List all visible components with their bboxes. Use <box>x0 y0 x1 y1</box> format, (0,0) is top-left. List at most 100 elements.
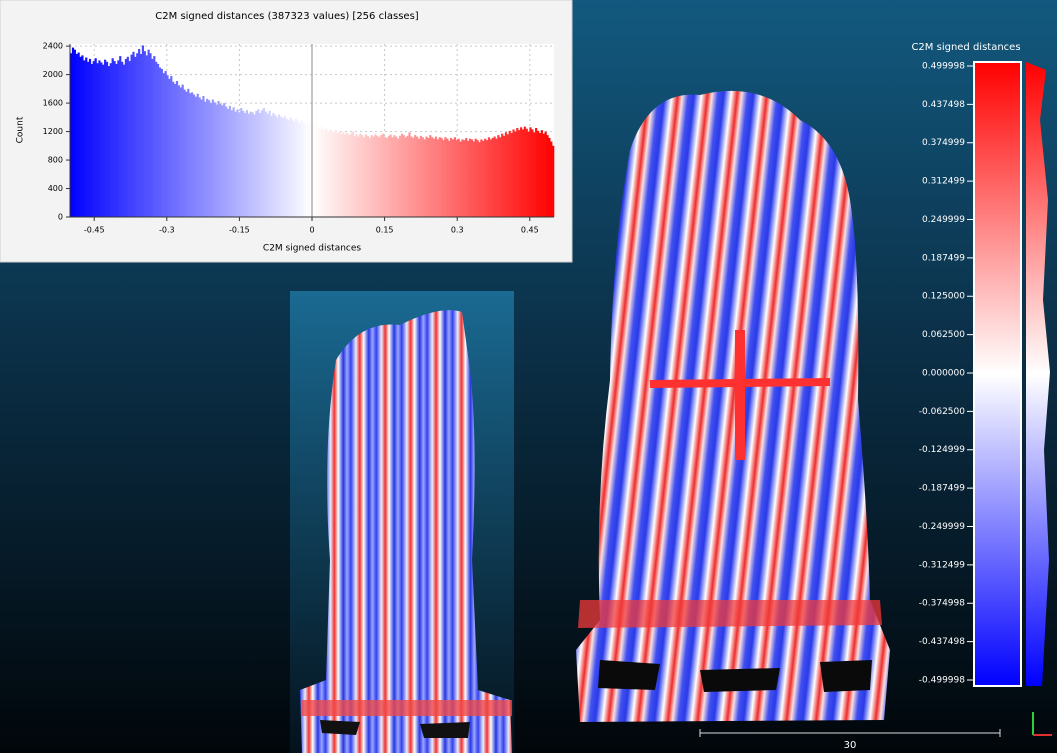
bar <box>497 135 500 217</box>
x-tick-label: -0.15 <box>229 226 250 235</box>
bar <box>100 62 103 218</box>
bar <box>527 131 530 217</box>
x-tick-label: 0.45 <box>521 226 539 235</box>
bar <box>484 138 487 217</box>
point-cloud-right <box>576 90 890 723</box>
bar <box>170 76 173 217</box>
bar <box>260 110 264 217</box>
x-tick-label: 0.15 <box>376 226 394 235</box>
hole <box>320 720 470 738</box>
bar <box>408 132 411 217</box>
bar <box>98 60 101 218</box>
bar <box>83 60 86 218</box>
bar <box>340 133 343 217</box>
bar <box>121 61 124 217</box>
bar <box>433 138 436 217</box>
bar <box>544 131 547 217</box>
bar <box>139 53 143 218</box>
bar <box>319 129 322 217</box>
bar <box>346 132 349 217</box>
scale-tick-label: -0.499998 <box>919 676 965 686</box>
bar <box>389 134 392 217</box>
bar <box>119 56 122 218</box>
bar <box>436 139 439 217</box>
bar <box>423 139 426 217</box>
bar <box>238 112 241 217</box>
bar <box>440 137 443 217</box>
scale-tick-label: 0.062500 <box>922 330 965 340</box>
bar <box>359 133 362 217</box>
bar <box>535 128 538 217</box>
bar <box>70 53 73 217</box>
bar <box>192 94 196 217</box>
bar <box>251 112 254 217</box>
bar <box>366 135 370 217</box>
bar <box>395 136 398 217</box>
bar <box>453 137 456 217</box>
bar <box>134 56 137 217</box>
color-bar <box>973 61 1022 687</box>
bar <box>289 117 292 217</box>
bar <box>191 92 194 217</box>
bar <box>476 140 479 217</box>
bar <box>317 128 320 217</box>
bar <box>329 129 332 217</box>
bar <box>156 63 160 217</box>
bar <box>166 75 169 217</box>
bar <box>349 133 352 217</box>
bar <box>223 103 226 217</box>
scale-tick-label: -0.437498 <box>919 637 965 647</box>
bar <box>508 130 511 217</box>
scale-tick-label: 0.312499 <box>922 177 965 187</box>
bar <box>293 121 296 217</box>
x-tick-label: -0.3 <box>159 226 175 235</box>
bar <box>274 115 277 217</box>
histogram: 0 400 800 1200 1600 2000 2400 -0.45 -0.3 -0.15 0 0.… <box>43 42 555 235</box>
bar <box>380 135 383 217</box>
bar <box>381 133 385 217</box>
bar <box>232 107 235 217</box>
bar <box>215 104 218 217</box>
base-band <box>578 600 882 628</box>
bar <box>281 118 284 217</box>
bar <box>387 135 390 217</box>
bar <box>94 58 97 218</box>
bar <box>109 63 112 217</box>
bar <box>491 137 494 217</box>
y-tick-label: 2400 <box>43 42 63 51</box>
bar <box>117 60 120 218</box>
bar <box>357 136 360 217</box>
y-tick-label: 2000 <box>43 70 63 79</box>
bar <box>540 130 543 217</box>
bar <box>247 113 250 217</box>
bar <box>499 137 502 217</box>
bar <box>196 93 199 217</box>
bar <box>480 139 483 217</box>
bar <box>189 93 192 217</box>
bar <box>259 113 262 217</box>
scale-tick-label: -0.249999 <box>919 522 965 532</box>
bar <box>467 140 470 217</box>
bar <box>149 53 152 217</box>
base-band <box>302 700 512 716</box>
bar <box>279 116 283 217</box>
bar <box>338 131 341 217</box>
bar <box>81 55 84 217</box>
bar <box>88 58 92 217</box>
bar <box>217 100 220 217</box>
bar <box>225 106 228 217</box>
bar <box>431 137 434 217</box>
bar <box>296 120 300 217</box>
bar <box>130 54 133 217</box>
scale-tick-label: 0.249999 <box>922 215 965 225</box>
bar <box>262 108 266 217</box>
bar <box>521 129 525 217</box>
bar <box>266 113 269 217</box>
bar <box>141 45 145 217</box>
bar <box>270 115 273 217</box>
bar <box>506 134 509 217</box>
bar <box>523 126 526 217</box>
bar <box>298 123 301 217</box>
